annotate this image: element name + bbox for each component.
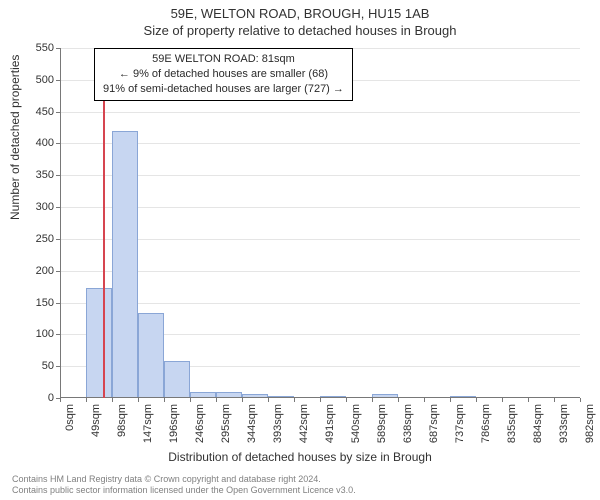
- chart-container: 59E, WELTON ROAD, BROUGH, HU15 1AB Size …: [0, 0, 600, 500]
- xtick-mark: [190, 398, 191, 402]
- xtick-mark: [346, 398, 347, 402]
- xtick-mark: [216, 398, 217, 402]
- xtick-label: 540sqm: [350, 404, 362, 443]
- annotation-line: 91% of semi-detached houses are larger (…: [103, 82, 344, 97]
- xtick-label: 786sqm: [480, 404, 492, 443]
- xtick-mark: [372, 398, 373, 402]
- xtick-mark: [138, 398, 139, 402]
- footer-attribution: Contains HM Land Registry data © Crown c…: [12, 474, 356, 497]
- xtick-label: 246sqm: [194, 404, 206, 443]
- xtick-label: 442sqm: [298, 404, 310, 443]
- xtick-label: 49sqm: [90, 404, 102, 437]
- xtick-label: 295sqm: [220, 404, 232, 443]
- y-axis-line: [60, 48, 61, 398]
- annotation-line: 59E WELTON ROAD: 81sqm: [103, 52, 344, 67]
- ytick-label: 500: [14, 74, 54, 86]
- ytick-label: 50: [14, 360, 54, 372]
- gridline: [60, 175, 580, 176]
- histogram-bar: [138, 313, 164, 398]
- xtick-mark: [60, 398, 61, 402]
- histogram-bar: [86, 288, 112, 398]
- xtick-mark: [268, 398, 269, 402]
- xtick-label: 687sqm: [428, 404, 440, 443]
- page-subtitle: Size of property relative to detached ho…: [0, 21, 600, 38]
- ytick-label: 100: [14, 328, 54, 340]
- xtick-label: 737sqm: [454, 404, 466, 443]
- xtick-mark: [164, 398, 165, 402]
- ytick-label: 200: [14, 265, 54, 277]
- ytick-label: 250: [14, 233, 54, 245]
- xtick-mark: [476, 398, 477, 402]
- xtick-mark: [112, 398, 113, 402]
- ytick-label: 150: [14, 297, 54, 309]
- xtick-label: 933sqm: [558, 404, 570, 443]
- histogram-bar: [112, 131, 138, 398]
- xtick-mark: [580, 398, 581, 402]
- xtick-mark: [424, 398, 425, 402]
- xtick-label: 98sqm: [116, 404, 128, 437]
- gridline: [60, 239, 580, 240]
- annotation-box: 59E WELTON ROAD: 81sqm ← 9% of detached …: [94, 48, 353, 101]
- ytick-label: 0: [14, 392, 54, 404]
- xtick-mark: [398, 398, 399, 402]
- x-axis-label: Distribution of detached houses by size …: [0, 450, 600, 464]
- xtick-label: 589sqm: [376, 404, 388, 443]
- xtick-label: 982sqm: [584, 404, 596, 443]
- xtick-mark: [86, 398, 87, 402]
- footer-line: Contains public sector information licen…: [12, 485, 356, 496]
- annotation-line: ← 9% of detached houses are smaller (68): [103, 67, 344, 82]
- ytick-label: 300: [14, 201, 54, 213]
- xtick-label: 835sqm: [506, 404, 518, 443]
- xtick-mark: [450, 398, 451, 402]
- ytick-label: 400: [14, 137, 54, 149]
- page-title: 59E, WELTON ROAD, BROUGH, HU15 1AB: [0, 0, 600, 21]
- gridline: [60, 207, 580, 208]
- gridline: [60, 303, 580, 304]
- xtick-mark: [554, 398, 555, 402]
- xtick-mark: [242, 398, 243, 402]
- ytick-label: 450: [14, 106, 54, 118]
- xtick-mark: [320, 398, 321, 402]
- x-axis-line: [60, 397, 580, 398]
- xtick-label: 147sqm: [142, 404, 154, 443]
- xtick-label: 393sqm: [272, 404, 284, 443]
- gridline: [60, 271, 580, 272]
- xtick-label: 196sqm: [168, 404, 180, 443]
- xtick-label: 344sqm: [246, 404, 258, 443]
- xtick-label: 884sqm: [532, 404, 544, 443]
- gridline: [60, 143, 580, 144]
- gridline: [60, 112, 580, 113]
- ytick-label: 550: [14, 42, 54, 54]
- histogram-bar: [164, 361, 190, 398]
- xtick-mark: [528, 398, 529, 402]
- xtick-mark: [502, 398, 503, 402]
- footer-line: Contains HM Land Registry data © Crown c…: [12, 474, 356, 485]
- xtick-label: 0sqm: [64, 404, 76, 431]
- xtick-label: 638sqm: [402, 404, 414, 443]
- ytick-label: 350: [14, 169, 54, 181]
- xtick-mark: [294, 398, 295, 402]
- xtick-label: 491sqm: [324, 404, 336, 443]
